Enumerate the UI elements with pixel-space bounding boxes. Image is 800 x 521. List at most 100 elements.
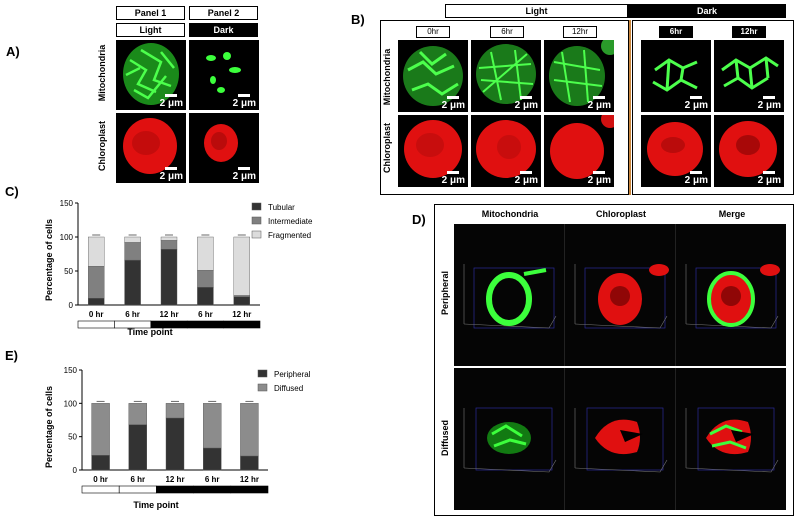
- panel-b-light-12hr-mitochondria-image: 2 μm: [544, 40, 614, 112]
- y-tick-label: 100: [64, 399, 78, 408]
- panel-b-light-box: [380, 20, 629, 195]
- bar-segment-tubular: [160, 249, 178, 306]
- panel-a-dark-mitochondria-image: 2 μm: [189, 40, 259, 110]
- panel-a-row2-label: Chloroplast: [97, 121, 107, 172]
- panel-a-light-chloroplast-image: 2 μm: [116, 113, 186, 183]
- legend-swatch: [251, 216, 262, 225]
- panel-a-col1-header: Panel 1: [116, 6, 185, 20]
- y-tick-label: 0: [69, 301, 74, 310]
- panel-d-label: D): [412, 212, 426, 227]
- dark-period-bar: [150, 320, 188, 329]
- panel-b-light-6hr-chloroplast-image: 2 μm: [471, 115, 541, 187]
- x-tick-label: 12 hr: [165, 475, 184, 484]
- panel-b-dark-header: Dark: [628, 4, 786, 18]
- legend-label-diffused: Diffused: [274, 384, 303, 393]
- y-axis-label: Percentage of cells: [44, 386, 54, 468]
- panel-b-divider: [629, 20, 631, 195]
- panel-d-col-chloroplast: Chloroplast: [595, 209, 646, 219]
- dark-period-bar: [193, 485, 232, 494]
- legend-label-tubular: Tubular: [268, 203, 295, 212]
- legend-label-fragmented: Fragmented: [268, 231, 311, 240]
- x-tick-label: 6 hr: [125, 310, 140, 319]
- bar-segment-fragmented: [233, 236, 251, 296]
- panel-b-dark-12hr-mitochondria-image: 2 μm: [714, 40, 784, 112]
- panel-d-col-merge: Merge: [718, 209, 746, 219]
- scale-bar: 2 μm: [758, 96, 781, 111]
- panel-b-light-6hr-mitochondria-image: 2 μm: [471, 40, 541, 112]
- x-tick-label: 12 hr: [232, 310, 251, 319]
- panel-a-light-label: Light: [116, 23, 185, 37]
- panel-b-dark-time-6hr: 6hr: [659, 26, 693, 38]
- panel-b-time-0hr: 0hr: [416, 26, 450, 38]
- x-tick-label: 6 hr: [130, 475, 145, 484]
- y-axis-label: Percentage of cells: [44, 219, 54, 301]
- panel-b-time-12hr: 12hr: [563, 26, 597, 38]
- panel-a-label: A): [6, 44, 20, 59]
- panel-b-light-0hr-chloroplast-image: 2 μm: [398, 115, 468, 187]
- panel-a-col2-header: Panel 2: [189, 6, 258, 20]
- y-tick-label: 0: [73, 466, 78, 475]
- panel-d-row-diffused: Diffused: [440, 420, 450, 456]
- y-tick-label: 50: [68, 433, 77, 442]
- panel-d-col-mitochondria: Mitochondria: [481, 209, 539, 219]
- x-tick-label: 6 hr: [205, 475, 220, 484]
- bar-segment-diffused: [128, 403, 148, 425]
- panel-a-dark-label: Dark: [189, 23, 258, 37]
- panel-b-label: B): [351, 12, 365, 27]
- dark-period-bar: [156, 485, 194, 494]
- light-period-bar: [81, 485, 120, 494]
- panel-b-dark-time-12hr: 12hr: [732, 26, 766, 38]
- panel-a-light-mitochondria-image: 2 μm: [116, 40, 186, 110]
- panel-b-light-header: Light: [445, 4, 628, 18]
- panel-d-peripheral-merge-image: [676, 224, 786, 366]
- bar-segment-diffused: [165, 403, 185, 419]
- scale-bar: 2 μm: [685, 171, 708, 186]
- legend-swatch: [251, 230, 262, 239]
- panel-b-dark-6hr-mitochondria-image: 2 μm: [641, 40, 711, 112]
- bar-segment-intermediate: [160, 240, 178, 250]
- panel-b-dark-6hr-chloroplast-image: 2 μm: [641, 115, 711, 187]
- panel-b-dark-12hr-chloroplast-image: 2 μm: [714, 115, 784, 187]
- bar-segment-intermediate: [88, 266, 105, 299]
- scale-bar: 2 μm: [685, 96, 708, 111]
- scale-bar: 2 μm: [588, 96, 611, 111]
- bar-segment-tubular: [124, 259, 141, 306]
- panel-b-row2-label: Chloroplast: [382, 123, 392, 174]
- scale-bar: 2 μm: [442, 96, 465, 111]
- panel-d-diffused-mitochondria-image: [454, 368, 565, 510]
- bar-segment-diffused: [240, 403, 259, 457]
- panel-b-dark-box: [632, 20, 794, 195]
- scale-bar: 2 μm: [233, 167, 256, 182]
- bar-segment-peripheral: [202, 447, 222, 471]
- bar-segment-tubular: [197, 287, 214, 306]
- panel-e-label: E): [5, 348, 18, 363]
- y-tick-label: 150: [60, 199, 74, 208]
- scale-bar: 2 μm: [515, 96, 538, 111]
- panel-d-box: [434, 204, 794, 516]
- x-axis-label: Time point: [127, 327, 172, 337]
- bar-segment-fragmented: [124, 236, 141, 243]
- bar-segment-tubular: [233, 296, 251, 306]
- panel-c-label: C): [5, 184, 19, 199]
- scale-bar: 2 μm: [515, 171, 538, 186]
- bar-segment-peripheral: [165, 417, 185, 471]
- bar-segment-diffused: [202, 403, 222, 449]
- panel-b-light-0hr-mitochondria-image: 2 μm: [398, 40, 468, 112]
- bar-segment-tubular: [88, 297, 105, 306]
- x-tick-label: 0 hr: [89, 310, 104, 319]
- bar-segment-peripheral: [240, 455, 259, 471]
- legend-label-intermediate: Intermediate: [268, 217, 313, 226]
- bar-segment-intermediate: [233, 295, 251, 298]
- y-tick-label: 150: [64, 366, 78, 375]
- dark-period-bar: [186, 320, 224, 329]
- scale-bar: 2 μm: [588, 171, 611, 186]
- legend-swatch: [257, 383, 268, 392]
- panel-d-peripheral-chloroplast-image: [565, 224, 676, 366]
- y-tick-label: 50: [64, 267, 73, 276]
- bar-segment-fragmented: [160, 236, 178, 241]
- panel-b-light-12hr-chloroplast-image: 2 μm: [544, 115, 614, 187]
- x-tick-label: 12 hr: [159, 310, 178, 319]
- x-tick-label: 0 hr: [93, 475, 108, 484]
- panel-e-chart: Percentage of cells Time point 0 50 100 150…: [44, 366, 311, 510]
- light-period-bar: [118, 485, 157, 494]
